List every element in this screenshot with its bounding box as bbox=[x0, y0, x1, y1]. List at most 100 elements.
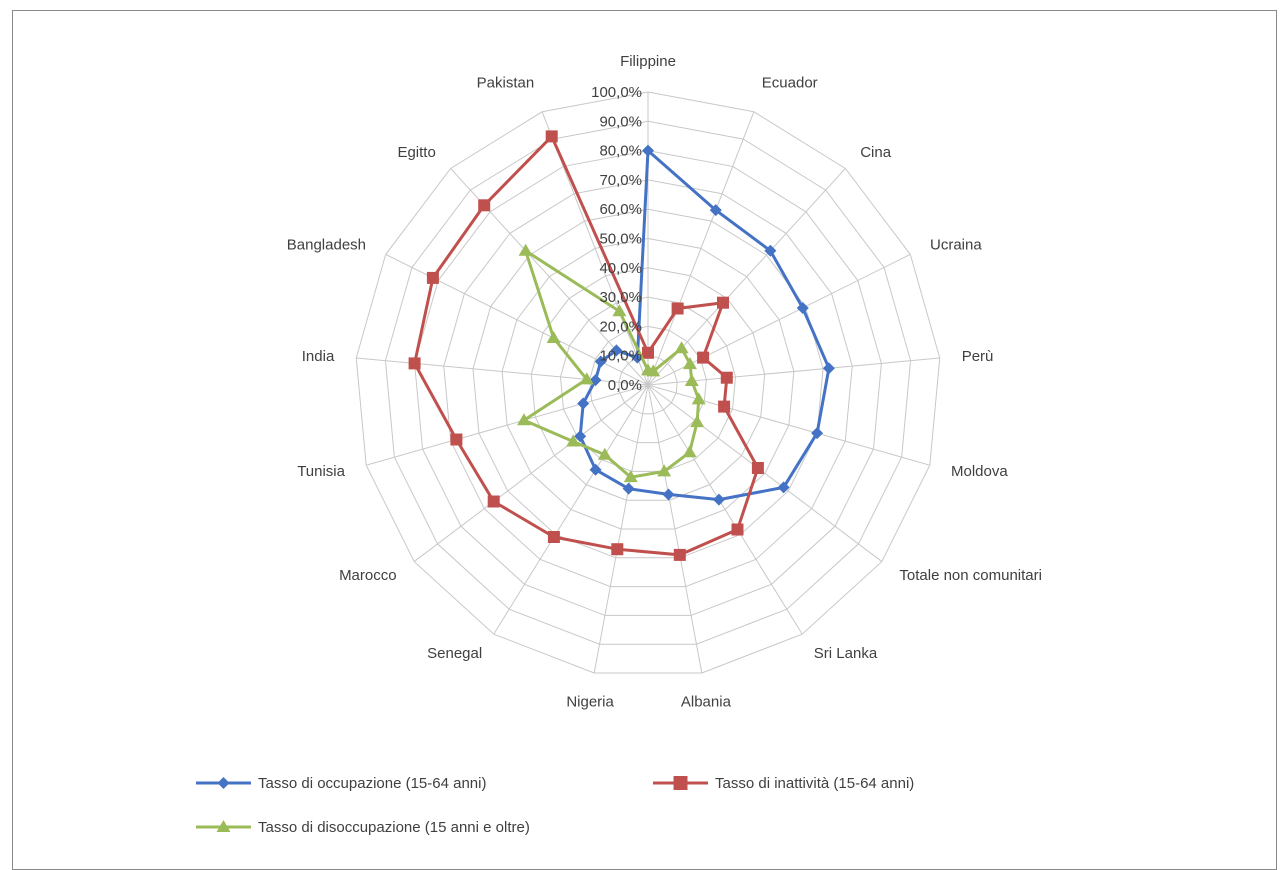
series-3 bbox=[517, 243, 706, 483]
tick-label: 10,0% bbox=[599, 348, 642, 365]
category-label: Albania bbox=[681, 694, 732, 711]
grid-ring bbox=[414, 150, 882, 616]
data-point bbox=[718, 400, 731, 413]
chart-frame: Filippine Ecuador Cina Ucraina Perù Moldova To… bbox=[12, 10, 1277, 870]
data-point bbox=[684, 373, 699, 386]
grid-spoke bbox=[647, 384, 803, 635]
tick-label: 90,0% bbox=[599, 113, 642, 130]
tick-label: 100,0% bbox=[591, 84, 642, 101]
category-label: Cina bbox=[860, 144, 892, 161]
grid-spoke bbox=[366, 384, 649, 466]
data-point bbox=[478, 199, 491, 212]
data-point bbox=[674, 341, 689, 354]
data-point bbox=[574, 430, 587, 443]
series-1 bbox=[574, 144, 835, 506]
data-point bbox=[717, 296, 729, 309]
grid-spoke bbox=[647, 111, 755, 386]
data-point bbox=[751, 462, 764, 474]
data-point bbox=[546, 330, 561, 343]
data-point bbox=[811, 427, 824, 440]
data-point bbox=[682, 445, 697, 458]
radar-grid bbox=[355, 91, 941, 674]
data-point bbox=[610, 344, 623, 357]
grid-ring bbox=[355, 91, 941, 674]
legend-label: Tasso di inattività (15-64 anni) bbox=[715, 775, 914, 792]
data-point bbox=[612, 304, 627, 317]
data-point bbox=[408, 357, 421, 370]
tick-label: 60,0% bbox=[599, 201, 642, 218]
data-point bbox=[691, 392, 706, 405]
grid-spoke bbox=[493, 384, 649, 635]
data-point bbox=[657, 464, 672, 477]
legend: Tasso di occupazione (15-64 anni) Tasso d… bbox=[196, 775, 914, 836]
tick-label: 50,0% bbox=[599, 231, 642, 248]
category-label: Marocco bbox=[339, 567, 397, 584]
legend-marker bbox=[217, 777, 230, 789]
category-label: Bangladesh bbox=[287, 237, 366, 254]
grid-spoke bbox=[647, 384, 930, 466]
data-point bbox=[642, 346, 654, 359]
category-label: Sri Lanka bbox=[814, 645, 878, 662]
category-label: Egitto bbox=[397, 144, 435, 161]
category-label: Filippine bbox=[620, 53, 676, 70]
data-point bbox=[518, 243, 533, 256]
data-point bbox=[671, 302, 684, 315]
category-label: Ucraina bbox=[930, 237, 982, 254]
tick-label: 30,0% bbox=[599, 289, 642, 306]
data-point bbox=[796, 301, 809, 314]
data-point bbox=[611, 543, 624, 556]
grid-ring bbox=[530, 267, 766, 501]
data-point bbox=[450, 433, 463, 446]
grid-ring bbox=[559, 296, 737, 472]
data-point bbox=[566, 434, 581, 447]
data-point bbox=[547, 531, 560, 543]
legend-item: Tasso di occupazione (15-64 anni) bbox=[196, 775, 486, 792]
category-label: Nigeria bbox=[566, 694, 614, 711]
data-point bbox=[594, 355, 607, 368]
data-point bbox=[545, 130, 558, 143]
data-point bbox=[623, 470, 638, 483]
radial-tick-labels: 0,0% 10,0% 20,0% 30,0% 40,0% 50,0% 60,0% 70,0% 8… bbox=[591, 84, 642, 394]
tick-label: 20,0% bbox=[599, 318, 642, 335]
grid-spoke bbox=[647, 384, 883, 562]
legend-marker bbox=[216, 820, 231, 832]
data-point bbox=[822, 362, 835, 375]
category-label: Perù bbox=[962, 348, 994, 365]
series-line bbox=[413, 134, 760, 557]
category-label: Moldova bbox=[951, 463, 1008, 480]
data-point bbox=[577, 397, 590, 410]
data-point bbox=[697, 351, 710, 364]
data-point bbox=[673, 548, 686, 561]
data-point bbox=[426, 271, 439, 284]
grid-ring bbox=[443, 179, 853, 588]
data-point bbox=[709, 204, 722, 217]
data-point bbox=[731, 523, 744, 536]
category-label: Senegal bbox=[427, 645, 482, 662]
data-point bbox=[764, 244, 777, 257]
data-point bbox=[517, 413, 532, 426]
data-point bbox=[690, 415, 705, 428]
data-point bbox=[597, 447, 612, 460]
data-point bbox=[682, 357, 697, 370]
grid-spoke bbox=[647, 357, 940, 386]
legend-label: Tasso di disoccupazione (15 anni e oltre… bbox=[258, 819, 530, 836]
series-layer bbox=[408, 130, 835, 561]
data-point bbox=[589, 463, 602, 476]
category-label: India bbox=[302, 348, 335, 365]
data-point bbox=[662, 488, 675, 501]
category-label: Tunisia bbox=[297, 463, 345, 480]
category-labels: Filippine Ecuador Cina Ucraina Perù Moldova To… bbox=[287, 53, 1042, 711]
data-point bbox=[642, 144, 654, 157]
data-point bbox=[622, 482, 635, 495]
tick-label: 80,0% bbox=[599, 143, 642, 160]
grid-spoke bbox=[647, 384, 703, 674]
data-point bbox=[720, 371, 733, 384]
category-label: Totale non comunitari bbox=[899, 567, 1042, 584]
grid-spoke bbox=[413, 384, 649, 562]
legend-item: Tasso di disoccupazione (15 anni e oltre… bbox=[196, 819, 530, 836]
legend-label: Tasso di occupazione (15-64 anni) bbox=[258, 775, 486, 792]
data-point bbox=[646, 364, 661, 377]
legend-marker bbox=[673, 776, 688, 790]
tick-label: 40,0% bbox=[599, 260, 642, 277]
grid-ring bbox=[501, 237, 795, 530]
